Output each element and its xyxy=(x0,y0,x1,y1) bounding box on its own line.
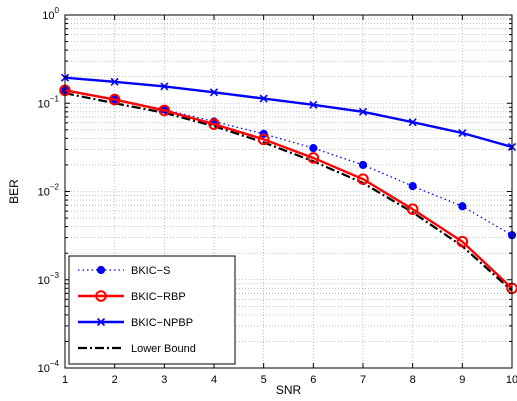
y-tick-label: 100 xyxy=(42,6,59,22)
x-marker-stroke xyxy=(408,118,417,127)
data-point xyxy=(358,107,368,116)
y-tick-label: 10−4 xyxy=(38,359,60,375)
series-layer xyxy=(59,73,517,295)
data-point xyxy=(96,317,106,327)
legend-box xyxy=(68,255,236,365)
series-line xyxy=(64,76,513,149)
data-point xyxy=(309,144,318,153)
x-tick-label: 10 xyxy=(506,374,517,386)
data-point xyxy=(160,82,169,91)
legend: BKIC−S BKIC−RBP BKIC−NPBP Lower Bound xyxy=(68,255,236,365)
y-tick-label: 10−3 xyxy=(38,271,60,287)
x-marker-stroke xyxy=(358,107,368,116)
data-point xyxy=(108,93,121,106)
series-2 xyxy=(60,73,517,151)
data-point xyxy=(96,265,106,275)
x-marker-stroke xyxy=(209,88,219,97)
x-tick-label: 4 xyxy=(211,374,217,386)
x-tick-label: 5 xyxy=(261,374,267,386)
x-tick-label: 6 xyxy=(310,374,316,386)
data-point xyxy=(357,173,369,185)
y-tick-label: 10−2 xyxy=(38,183,60,199)
series-line xyxy=(64,92,513,292)
legend-label: Lower Bound xyxy=(131,343,196,355)
x-marker-stroke xyxy=(160,82,169,91)
data-point xyxy=(406,203,419,216)
y-axis-label: BER xyxy=(7,179,21,204)
data-point xyxy=(456,235,469,248)
x-marker-stroke xyxy=(309,100,318,109)
x-marker-stroke xyxy=(458,128,467,138)
data-point xyxy=(208,118,220,130)
legend-item: Lower Bound xyxy=(78,343,196,355)
x-tick-label: 1 xyxy=(62,374,68,386)
legend-item: BKIC−RBP xyxy=(78,290,186,303)
data-point xyxy=(408,118,417,127)
data-point xyxy=(408,182,417,191)
data-point xyxy=(259,94,268,103)
legend-label: BKIC−RBP xyxy=(131,291,186,303)
x-marker-stroke xyxy=(96,317,106,327)
series-1 xyxy=(59,84,517,295)
data-point xyxy=(309,100,318,109)
data-point xyxy=(307,152,320,164)
x-tick-label: 2 xyxy=(112,374,118,386)
data-point xyxy=(458,128,467,138)
data-point xyxy=(110,77,119,86)
x-marker-stroke xyxy=(259,94,268,103)
x-marker-stroke xyxy=(110,77,119,86)
axis-ticks: 1 2 3 4 5 6 7 8 9 10 10−4 10−3 10−2 10−1 100 xyxy=(38,6,517,386)
series-line xyxy=(64,89,513,236)
x-tick-label: 7 xyxy=(360,374,366,386)
x-axis-label: SNR xyxy=(276,383,302,397)
data-point xyxy=(257,133,270,146)
series-line xyxy=(64,89,513,290)
legend-item: BKIC−NPBP xyxy=(78,317,193,329)
data-point xyxy=(458,202,467,211)
legend-label: BKIC−S xyxy=(131,265,170,277)
x-tick-label: 8 xyxy=(410,374,416,386)
series-3 xyxy=(64,92,513,292)
y-tick-label: 10−1 xyxy=(38,94,60,110)
data-point xyxy=(158,104,171,117)
legend-label: BKIC−NPBP xyxy=(131,317,193,329)
x-tick-label: 9 xyxy=(459,374,465,386)
x-tick-label: 3 xyxy=(161,374,167,386)
data-point xyxy=(358,160,368,170)
data-point xyxy=(95,290,107,302)
data-point xyxy=(209,88,219,97)
legend-item: BKIC−S xyxy=(78,265,170,277)
